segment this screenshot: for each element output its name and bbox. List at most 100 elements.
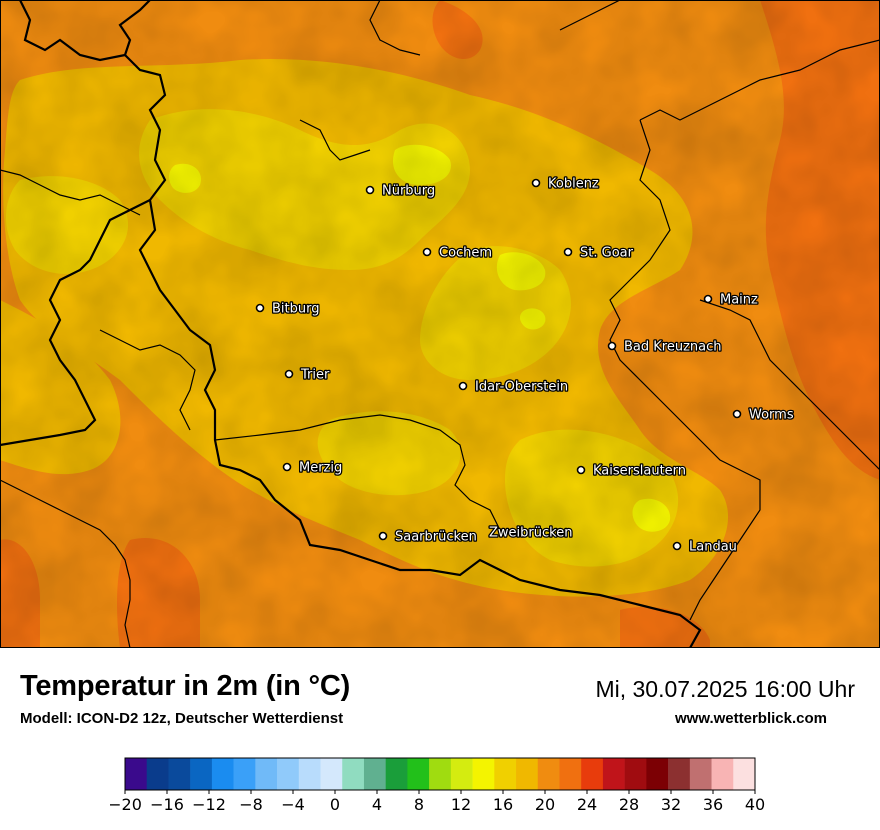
city-landau[interactable]: Landau — [672, 538, 738, 556]
legend-swatch — [668, 758, 691, 790]
city-dot — [422, 247, 432, 257]
city-dot — [531, 178, 541, 188]
legend-swatch — [407, 758, 430, 790]
model-source: Modell: ICON-D2 12z, Deutscher Wetterdie… — [20, 710, 344, 727]
legend-swatch — [711, 758, 734, 790]
legend-tick-label: 0 — [330, 795, 340, 814]
legend-swatch — [233, 758, 256, 790]
legend-swatch — [342, 758, 365, 790]
city-label: Zweibrücken — [489, 526, 572, 541]
legend-swatch — [363, 758, 386, 790]
legend-tick-label: 12 — [451, 795, 471, 814]
city-dot — [732, 409, 742, 419]
city-dot — [703, 294, 713, 304]
borders — [0, 0, 880, 648]
city-dot — [672, 541, 682, 551]
legend-frame — [124, 757, 756, 791]
legend-swatch — [320, 758, 343, 790]
temperature-map: Nürburg Koblenz Cochem St. Goar Bitburg … — [0, 0, 880, 648]
legend-tick-label: 16 — [493, 795, 513, 814]
city-label: St. Goar — [580, 246, 634, 261]
legend-swatch — [472, 758, 495, 790]
city-label: Koblenz — [548, 177, 599, 192]
city-label: Merzig — [299, 461, 342, 476]
city-label: Worms — [749, 408, 794, 423]
city-label: Kaiserslautern — [593, 464, 686, 479]
legend-tick-label: 8 — [414, 795, 424, 814]
legend-swatch — [429, 758, 452, 790]
city-bitburg[interactable]: Bitburg — [255, 300, 321, 318]
city-label: Landau — [689, 540, 737, 555]
city-nuerburg[interactable]: Nürburg — [365, 182, 436, 200]
legend-swatch — [516, 758, 539, 790]
city-dot — [282, 462, 292, 472]
city-kaiserslautern[interactable]: Kaiserslautern — [576, 462, 687, 480]
city-saarbruecken[interactable]: Saarbrücken — [378, 528, 478, 546]
legend-tick-label: 20 — [535, 795, 555, 814]
legend-swatch — [646, 758, 669, 790]
legend-swatches — [124, 757, 756, 791]
city-cochem[interactable]: Cochem — [422, 244, 493, 262]
city-label: Bitburg — [272, 302, 320, 317]
city-dot — [255, 303, 265, 313]
city-dot — [365, 185, 375, 195]
city-label: Cochem — [439, 246, 492, 261]
legend-swatch — [733, 758, 756, 790]
legend-tick-label: −12 — [192, 795, 226, 814]
valid-datetime: Mi, 30.07.2025 16:00 Uhr — [595, 676, 855, 702]
legend-swatch — [559, 758, 582, 790]
color-legend: −20 −16 −12 −8 −4 0 4 8 12 16 20 24 28 32 36 40 — [110, 757, 765, 814]
city-dot — [563, 247, 573, 257]
legend-swatch — [689, 758, 712, 790]
city-label: Saarbrücken — [395, 530, 477, 545]
city-dot — [284, 369, 294, 379]
legend-swatch — [494, 758, 517, 790]
city-trier[interactable]: Trier — [284, 366, 331, 384]
legend-swatch — [450, 758, 473, 790]
legend-tick-label: −16 — [150, 795, 184, 814]
legend-swatch — [602, 758, 625, 790]
legend-swatch — [624, 758, 647, 790]
city-dot — [378, 531, 388, 541]
chart-title: Temperatur in 2m (in °C) — [20, 670, 351, 702]
legend-tick-label: 40 — [745, 795, 765, 814]
legend-tick-label: 28 — [619, 795, 639, 814]
legend-tick-label: −8 — [239, 795, 263, 814]
field-texture — [0, 0, 880, 648]
city-label: Trier — [300, 368, 330, 383]
city-label: Bad Kreuznach — [624, 340, 722, 355]
legend-ticks: −20 −16 −12 −8 −4 0 4 8 12 16 20 24 28 32 36 40 — [110, 790, 765, 814]
city-zweibruecken[interactable]: Zweibrücken — [488, 524, 574, 542]
city-merzig[interactable]: Merzig — [282, 459, 344, 477]
legend-swatch — [385, 758, 408, 790]
city-mainz[interactable]: Mainz — [703, 291, 759, 309]
website-link[interactable]: www.wetterblick.com — [675, 710, 827, 727]
legend-tick-label: 36 — [703, 795, 723, 814]
legend-swatch — [190, 758, 213, 790]
legend-tick-label: 4 — [372, 795, 382, 814]
city-label: Idar-Oberstein — [475, 380, 568, 395]
legend-tick-label: −20 — [110, 795, 142, 814]
legend-swatch — [146, 758, 169, 790]
city-worms[interactable]: Worms — [732, 406, 795, 424]
city-dot — [576, 465, 586, 475]
city-label: Nürburg — [382, 184, 435, 199]
city-dot — [458, 381, 468, 391]
city-st-goar[interactable]: St. Goar — [563, 244, 635, 262]
legend-swatch — [211, 758, 234, 790]
legend-tick-label: 24 — [577, 795, 597, 814]
city-dot — [607, 341, 617, 351]
legend-swatch — [581, 758, 604, 790]
legend-swatch — [168, 758, 191, 790]
city-koblenz[interactable]: Koblenz — [531, 175, 600, 193]
legend-tick-label: −4 — [281, 795, 305, 814]
legend-swatch — [125, 758, 148, 790]
city-bad-kreuznach[interactable]: Bad Kreuznach — [607, 338, 723, 356]
legend-swatch — [537, 758, 560, 790]
city-idar-oberstein[interactable]: Idar-Oberstein — [458, 378, 569, 396]
city-label: Mainz — [720, 293, 758, 308]
legend-swatch — [255, 758, 278, 790]
legend-tick-label: 32 — [661, 795, 681, 814]
legend-swatch — [298, 758, 321, 790]
legend-swatch — [277, 758, 300, 790]
